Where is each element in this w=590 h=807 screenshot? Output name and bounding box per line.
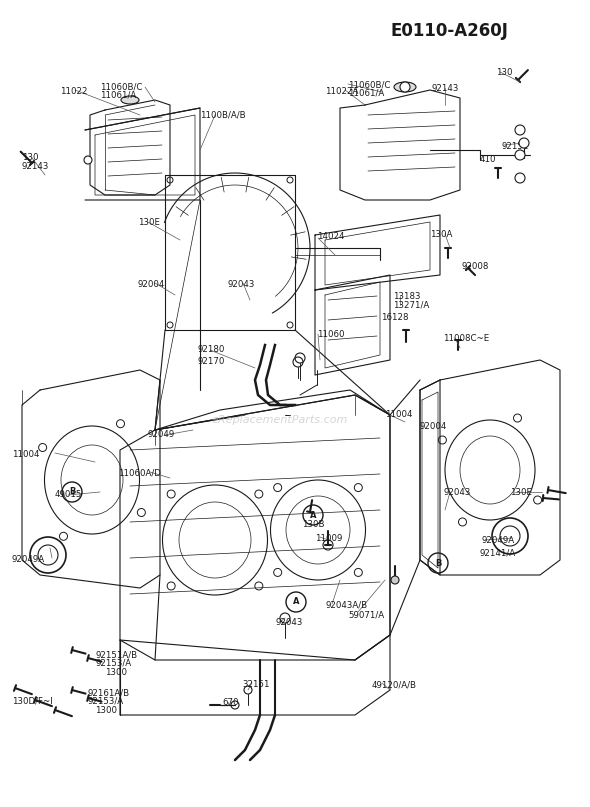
Text: 11004: 11004 bbox=[12, 450, 40, 459]
Circle shape bbox=[515, 173, 525, 183]
Text: 92043: 92043 bbox=[275, 618, 302, 627]
Circle shape bbox=[519, 138, 529, 148]
Text: 92049: 92049 bbox=[148, 430, 175, 439]
Text: 92004: 92004 bbox=[420, 422, 447, 431]
Ellipse shape bbox=[121, 96, 139, 104]
Text: 1300: 1300 bbox=[105, 668, 127, 677]
Text: 92004: 92004 bbox=[138, 280, 165, 289]
Text: 130E: 130E bbox=[138, 218, 160, 227]
Text: B: B bbox=[69, 487, 75, 496]
Text: 11060A/D: 11060A/D bbox=[118, 468, 161, 477]
Text: 11009: 11009 bbox=[315, 534, 342, 543]
Circle shape bbox=[515, 125, 525, 135]
Text: 130: 130 bbox=[496, 68, 513, 77]
Text: 92043: 92043 bbox=[443, 488, 470, 497]
Text: 92153/A: 92153/A bbox=[88, 697, 124, 706]
Text: 410: 410 bbox=[480, 155, 497, 164]
Text: 670: 670 bbox=[222, 698, 238, 707]
Text: 92143: 92143 bbox=[22, 162, 50, 171]
Text: 92008: 92008 bbox=[462, 262, 489, 271]
Text: 11060: 11060 bbox=[317, 330, 345, 339]
Text: B: B bbox=[435, 558, 441, 567]
Text: 92170: 92170 bbox=[198, 357, 225, 366]
Text: A: A bbox=[310, 511, 316, 520]
Text: 11061/A: 11061/A bbox=[100, 91, 136, 100]
Text: 92043A/B: 92043A/B bbox=[325, 600, 367, 609]
Text: 92049A: 92049A bbox=[482, 536, 515, 545]
Circle shape bbox=[400, 82, 410, 92]
Text: 11060B/C: 11060B/C bbox=[100, 82, 142, 91]
Text: 49120/A/B: 49120/A/B bbox=[372, 680, 417, 689]
Text: 1300: 1300 bbox=[95, 706, 117, 715]
Text: 92180: 92180 bbox=[198, 345, 225, 354]
Text: 11061/A: 11061/A bbox=[348, 89, 384, 98]
Ellipse shape bbox=[394, 82, 416, 92]
Text: 130A: 130A bbox=[430, 230, 453, 239]
Text: 92151A/B: 92151A/B bbox=[95, 650, 137, 659]
Text: 16128: 16128 bbox=[381, 313, 408, 322]
Text: A: A bbox=[293, 597, 299, 607]
Text: 92141/A: 92141/A bbox=[480, 548, 516, 557]
Text: 13183: 13183 bbox=[393, 292, 421, 301]
Circle shape bbox=[84, 156, 92, 164]
Circle shape bbox=[391, 576, 399, 584]
Text: 92049A: 92049A bbox=[12, 555, 45, 564]
Text: eReplacementParts.com: eReplacementParts.com bbox=[212, 415, 348, 425]
Text: 1100B/A/B: 1100B/A/B bbox=[200, 110, 245, 119]
Text: 130D/F~I: 130D/F~I bbox=[12, 697, 53, 706]
Text: 49015: 49015 bbox=[55, 490, 83, 499]
Text: 92151: 92151 bbox=[502, 142, 529, 151]
Text: 11022: 11022 bbox=[60, 87, 87, 96]
Text: 11022A: 11022A bbox=[325, 87, 358, 96]
Text: 92153/A: 92153/A bbox=[95, 659, 131, 668]
Text: 14024: 14024 bbox=[317, 232, 345, 241]
Text: 92143: 92143 bbox=[432, 84, 460, 93]
Text: E0110-A260J: E0110-A260J bbox=[390, 22, 508, 40]
Text: 11004: 11004 bbox=[385, 410, 412, 419]
Text: 130B: 130B bbox=[302, 520, 324, 529]
Text: 92161A/B: 92161A/B bbox=[88, 688, 130, 697]
Text: 59071/A: 59071/A bbox=[348, 610, 384, 619]
Text: 130E: 130E bbox=[510, 488, 532, 497]
Text: 13271/A: 13271/A bbox=[393, 301, 430, 310]
Text: 130: 130 bbox=[22, 153, 38, 162]
Circle shape bbox=[515, 150, 525, 160]
Text: 11060B/C: 11060B/C bbox=[348, 80, 391, 89]
Text: 11008C~E: 11008C~E bbox=[443, 334, 489, 343]
Text: 32151: 32151 bbox=[242, 680, 270, 689]
Text: 92043: 92043 bbox=[228, 280, 255, 289]
